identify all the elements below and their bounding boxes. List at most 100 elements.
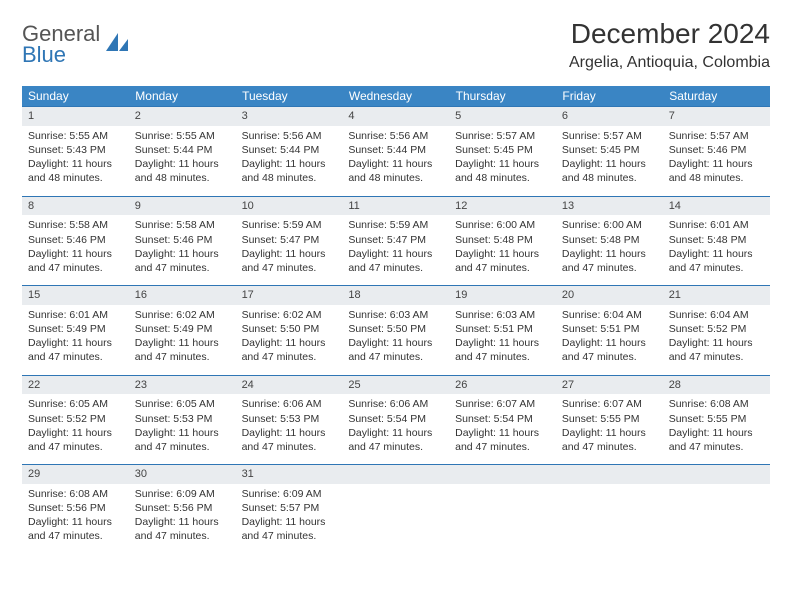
calendar-table: SundayMondayTuesdayWednesdayThursdayFrid… [22,86,770,554]
sunset-line: Sunset: 5:48 PM [455,233,550,247]
sunrise-line: Sunrise: 5:56 AM [348,129,443,143]
sunset-line: Sunset: 5:53 PM [135,412,230,426]
calendar-cell: 21Sunrise: 6:04 AMSunset: 5:52 PMDayligh… [663,285,770,375]
sunset-line: Sunset: 5:45 PM [455,143,550,157]
sunrise-line: Sunrise: 6:00 AM [562,218,657,232]
day-number: 13 [556,196,663,216]
calendar-cell: 8Sunrise: 5:58 AMSunset: 5:46 PMDaylight… [22,196,129,286]
sunset-line: Sunset: 5:49 PM [135,322,230,336]
calendar-cell: 24Sunrise: 6:06 AMSunset: 5:53 PMDayligh… [236,375,343,465]
calendar-cell [663,464,770,554]
sunset-line: Sunset: 5:51 PM [562,322,657,336]
weekday-header: Tuesday [236,86,343,106]
weekday-header: Sunday [22,86,129,106]
calendar-cell: 12Sunrise: 6:00 AMSunset: 5:48 PMDayligh… [449,196,556,286]
day-body-empty [663,484,770,546]
calendar-cell: 22Sunrise: 6:05 AMSunset: 5:52 PMDayligh… [22,375,129,465]
calendar-body: 1Sunrise: 5:55 AMSunset: 5:43 PMDaylight… [22,106,770,554]
sunrise-line: Sunrise: 6:07 AM [562,397,657,411]
sunset-line: Sunset: 5:54 PM [348,412,443,426]
daylight-line: Daylight: 11 hours and 47 minutes. [28,336,123,364]
daylight-line: Daylight: 11 hours and 47 minutes. [669,426,764,454]
day-body: Sunrise: 5:57 AMSunset: 5:45 PMDaylight:… [556,126,663,196]
day-body: Sunrise: 6:06 AMSunset: 5:54 PMDaylight:… [342,394,449,464]
calendar-cell: 4Sunrise: 5:56 AMSunset: 5:44 PMDaylight… [342,106,449,196]
calendar-cell: 31Sunrise: 6:09 AMSunset: 5:57 PMDayligh… [236,464,343,554]
day-number: 5 [449,106,556,126]
day-body: Sunrise: 6:00 AMSunset: 5:48 PMDaylight:… [556,215,663,285]
day-body: Sunrise: 6:05 AMSunset: 5:52 PMDaylight:… [22,394,129,464]
day-number: 26 [449,375,556,395]
sunrise-line: Sunrise: 5:59 AM [348,218,443,232]
weekday-header: Saturday [663,86,770,106]
sunset-line: Sunset: 5:50 PM [348,322,443,336]
calendar-cell: 26Sunrise: 6:07 AMSunset: 5:54 PMDayligh… [449,375,556,465]
daylight-line: Daylight: 11 hours and 48 minutes. [455,157,550,185]
day-number: 11 [342,196,449,216]
daylight-line: Daylight: 11 hours and 47 minutes. [242,426,337,454]
calendar-cell: 11Sunrise: 5:59 AMSunset: 5:47 PMDayligh… [342,196,449,286]
calendar-cell: 28Sunrise: 6:08 AMSunset: 5:55 PMDayligh… [663,375,770,465]
daylight-line: Daylight: 11 hours and 47 minutes. [242,515,337,543]
day-body: Sunrise: 6:07 AMSunset: 5:54 PMDaylight:… [449,394,556,464]
day-body-empty [342,484,449,546]
day-body: Sunrise: 6:03 AMSunset: 5:51 PMDaylight:… [449,305,556,375]
calendar-cell: 3Sunrise: 5:56 AMSunset: 5:44 PMDaylight… [236,106,343,196]
sunrise-line: Sunrise: 5:58 AM [135,218,230,232]
sunrise-line: Sunrise: 5:57 AM [455,129,550,143]
day-body: Sunrise: 5:59 AMSunset: 5:47 PMDaylight:… [342,215,449,285]
day-number: 31 [236,464,343,484]
weekday-header: Monday [129,86,236,106]
day-number: 3 [236,106,343,126]
day-number: 23 [129,375,236,395]
title-block: December 2024 Argelia, Antioquia, Colomb… [569,18,770,72]
sunrise-line: Sunrise: 6:09 AM [242,487,337,501]
calendar-cell: 10Sunrise: 5:59 AMSunset: 5:47 PMDayligh… [236,196,343,286]
sunrise-line: Sunrise: 6:02 AM [135,308,230,322]
day-number: 25 [342,375,449,395]
daylight-line: Daylight: 11 hours and 47 minutes. [135,426,230,454]
day-number: 9 [129,196,236,216]
daylight-line: Daylight: 11 hours and 48 minutes. [28,157,123,185]
calendar-cell: 1Sunrise: 5:55 AMSunset: 5:43 PMDaylight… [22,106,129,196]
sunrise-line: Sunrise: 6:06 AM [242,397,337,411]
daylight-line: Daylight: 11 hours and 47 minutes. [348,336,443,364]
sunset-line: Sunset: 5:47 PM [348,233,443,247]
day-body: Sunrise: 6:08 AMSunset: 5:56 PMDaylight:… [22,484,129,554]
sunrise-line: Sunrise: 5:58 AM [28,218,123,232]
daylight-line: Daylight: 11 hours and 47 minutes. [28,247,123,275]
calendar-cell: 20Sunrise: 6:04 AMSunset: 5:51 PMDayligh… [556,285,663,375]
sunset-line: Sunset: 5:53 PM [242,412,337,426]
day-number: 30 [129,464,236,484]
sunrise-line: Sunrise: 6:04 AM [669,308,764,322]
calendar-cell: 13Sunrise: 6:00 AMSunset: 5:48 PMDayligh… [556,196,663,286]
daylight-line: Daylight: 11 hours and 47 minutes. [562,336,657,364]
day-number: 7 [663,106,770,126]
daylight-line: Daylight: 11 hours and 47 minutes. [562,247,657,275]
day-body: Sunrise: 5:57 AMSunset: 5:46 PMDaylight:… [663,126,770,196]
day-body: Sunrise: 6:05 AMSunset: 5:53 PMDaylight:… [129,394,236,464]
day-number: 16 [129,285,236,305]
daylight-line: Daylight: 11 hours and 47 minutes. [562,426,657,454]
calendar-cell: 7Sunrise: 5:57 AMSunset: 5:46 PMDaylight… [663,106,770,196]
sunrise-line: Sunrise: 6:00 AM [455,218,550,232]
sunrise-line: Sunrise: 5:57 AM [669,129,764,143]
calendar-cell: 16Sunrise: 6:02 AMSunset: 5:49 PMDayligh… [129,285,236,375]
sunrise-line: Sunrise: 6:05 AM [135,397,230,411]
daylight-line: Daylight: 11 hours and 47 minutes. [28,515,123,543]
sunset-line: Sunset: 5:52 PM [28,412,123,426]
daylight-line: Daylight: 11 hours and 47 minutes. [135,247,230,275]
day-number-empty [342,464,449,484]
daylight-line: Daylight: 11 hours and 47 minutes. [348,426,443,454]
logo-text: General Blue [22,24,100,66]
day-number: 2 [129,106,236,126]
sunset-line: Sunset: 5:44 PM [135,143,230,157]
calendar-cell: 30Sunrise: 6:09 AMSunset: 5:56 PMDayligh… [129,464,236,554]
sunrise-line: Sunrise: 5:55 AM [28,129,123,143]
sunset-line: Sunset: 5:56 PM [135,501,230,515]
sunrise-line: Sunrise: 6:07 AM [455,397,550,411]
day-number: 22 [22,375,129,395]
day-body: Sunrise: 6:08 AMSunset: 5:55 PMDaylight:… [663,394,770,464]
calendar-cell: 9Sunrise: 5:58 AMSunset: 5:46 PMDaylight… [129,196,236,286]
sunrise-line: Sunrise: 5:55 AM [135,129,230,143]
